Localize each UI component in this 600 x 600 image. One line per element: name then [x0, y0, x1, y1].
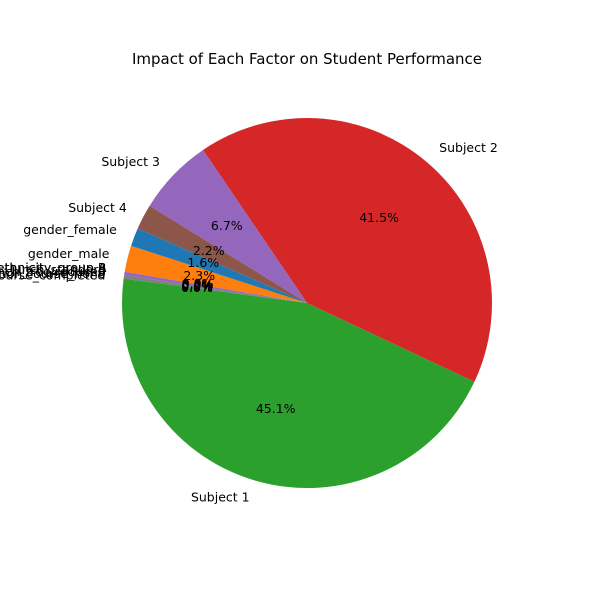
slice-percent-lunch-standard: 0.3% — [182, 277, 214, 292]
slice-percent-race-ethnicity-group-b: 0.0% — [182, 276, 214, 291]
pie-slice-test-preparation-course-none — [123, 275, 307, 303]
slice-percent-race-ethnicity-group-a: 0.0% — [182, 276, 214, 291]
slice-label-lunch-free-reduced: lunch_free/reduced — [0, 264, 106, 279]
pie-slice-gender-male — [124, 245, 307, 303]
slice-label-subject-2: Subject 2 — [439, 140, 498, 155]
pie-slice-subject-4 — [137, 205, 307, 303]
slice-percent-gender-female: 1.6% — [187, 255, 219, 270]
slice-percent-gender-male: 2.3% — [183, 268, 215, 283]
pie-slice-lunch-standard — [124, 271, 307, 303]
slice-percent-lunch-free-reduced: 0.0% — [181, 278, 213, 293]
slice-percent-subject-1: 45.1% — [256, 401, 296, 416]
pie-slice-gender-female — [131, 228, 307, 303]
slice-label-gender-male: gender_male — [28, 246, 110, 261]
slice-label-test-preparation-course-none: test preparation course_none — [0, 266, 106, 281]
pie-slices — [122, 118, 492, 488]
slice-label-subject-4: Subject 4 — [68, 200, 127, 215]
slice-percent-test-preparation-course-completed: 0.0% — [181, 280, 213, 295]
slice-percent-subject-4: 2.2% — [193, 243, 225, 258]
slice-label-subject-1: Subject 1 — [191, 490, 250, 505]
slice-label-subject-3: Subject 3 — [101, 154, 160, 169]
slice-label-gender-female: gender_female — [23, 222, 117, 237]
slice-percent-subject-3: 6.7% — [211, 218, 243, 233]
slice-label-race-ethnicity-group-b: race/ethnicity_group B — [0, 260, 106, 275]
pie-percent-labels: 2.3%0.0%0.0%0.3%0.0%0.3%0.0%45.1%41.5%6.… — [181, 210, 399, 416]
pie-slice-subject-1 — [122, 278, 475, 488]
pie-slice-subject-2 — [203, 118, 492, 382]
pie-slice-subject-3 — [149, 149, 307, 303]
slice-label-lunch-standard: lunch_standard — [10, 262, 106, 277]
slice-percent-subject-2: 41.5% — [359, 210, 399, 225]
pie-labels: gender_malerace/ethnicity_group Arace/et… — [0, 140, 498, 505]
chart-title: Impact of Each Factor on Student Perform… — [132, 50, 482, 68]
slice-label-test-preparation-course-completed: test preparation course_completed — [0, 268, 105, 283]
slice-label-race-ethnicity-group-a: race/ethnicity_group A — [0, 260, 107, 275]
slice-percent-test-preparation-course-none: 0.3% — [181, 279, 213, 294]
